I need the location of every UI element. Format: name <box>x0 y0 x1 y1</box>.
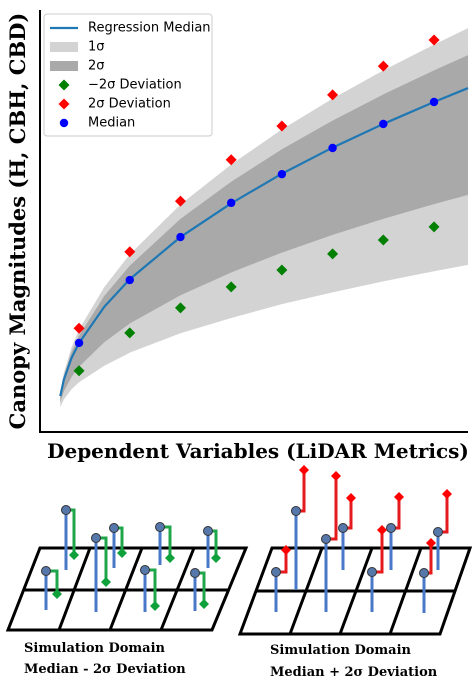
point <box>377 234 389 246</box>
deviation <box>372 530 384 574</box>
deviation-marker <box>69 550 79 560</box>
stick-top <box>155 522 165 532</box>
legend-swatch <box>50 42 78 52</box>
stick-top <box>140 565 150 575</box>
point <box>428 34 440 46</box>
deviation-marker <box>211 553 221 563</box>
point <box>429 97 439 107</box>
legend-label: −2σ Deviation <box>88 78 182 93</box>
legend-label: 1σ <box>88 40 105 55</box>
diagram-title: Simulation Domain <box>24 641 166 656</box>
legend-label: 2σ <box>88 59 105 74</box>
point <box>176 232 185 242</box>
stick-top <box>91 533 101 543</box>
deviation-marker <box>377 525 387 535</box>
deviation <box>296 470 306 513</box>
stick-top <box>291 506 301 516</box>
diagram-title: Simulation Domain <box>270 643 412 658</box>
legend-label: 2σ Deviation <box>88 97 171 112</box>
grid-right <box>237 546 472 636</box>
deviation-marker <box>299 465 309 475</box>
deviation <box>438 494 449 534</box>
legend-box <box>43 13 213 137</box>
point <box>277 169 287 179</box>
diagrams <box>5 465 472 636</box>
stick-top <box>41 566 51 576</box>
point <box>379 119 388 129</box>
deviation-marker <box>281 545 291 555</box>
stick-top <box>61 505 71 515</box>
deviation-marker <box>394 492 404 502</box>
point <box>125 275 134 285</box>
stick-top <box>338 523 348 533</box>
stick-top <box>419 568 429 578</box>
stick-top <box>367 567 377 577</box>
diagram-subtitle: Median + 2σ Deviation <box>270 665 438 678</box>
x-axis-label: Dependent Variables (LiDAR Metrics) <box>47 439 469 463</box>
legend-swatch <box>58 98 70 110</box>
deviation-marker <box>150 601 160 611</box>
stick-top <box>203 526 213 536</box>
legend-swatch <box>50 61 78 71</box>
legend: Regression Median 1σ 2σ −2σ Deviation 2σ Dev… <box>43 13 213 137</box>
point <box>174 195 186 207</box>
point <box>276 264 288 276</box>
point <box>428 221 440 233</box>
stick-top <box>386 523 396 533</box>
points <box>73 34 440 377</box>
legend-label: Median <box>88 116 135 131</box>
deviation-marker <box>346 493 356 503</box>
point <box>73 322 85 334</box>
deviation-marker <box>199 599 209 609</box>
point <box>276 120 288 132</box>
point <box>174 302 186 314</box>
deviation-marker <box>165 553 175 563</box>
stick-top <box>190 568 200 578</box>
stick-top <box>433 527 443 537</box>
band <box>60 55 468 403</box>
point <box>124 327 136 339</box>
deviation-marker <box>331 471 341 481</box>
diagram-subtitle: Median - 2σ Deviation <box>24 662 186 677</box>
point <box>225 154 237 166</box>
point <box>327 89 339 101</box>
legend-swatch <box>58 79 70 91</box>
stick-top <box>109 523 119 533</box>
point <box>328 143 337 153</box>
point <box>377 60 389 72</box>
bands <box>60 28 468 408</box>
stick-top <box>271 567 281 577</box>
point <box>124 246 136 258</box>
deviation-marker <box>426 538 436 548</box>
deviation-marker <box>101 577 111 587</box>
point <box>226 198 236 208</box>
stick-top <box>321 534 331 544</box>
deviation-marker <box>442 489 452 499</box>
deviation-marker <box>117 548 127 558</box>
legend-label: Regression Median <box>88 21 211 36</box>
grid-left <box>5 546 249 632</box>
point <box>74 338 84 348</box>
point <box>327 248 339 260</box>
legend-swatch <box>59 118 69 128</box>
deviation <box>326 476 338 541</box>
deviation-marker <box>52 589 62 599</box>
point <box>73 365 85 377</box>
point <box>225 281 237 293</box>
y-axis-label: Canopy Magnitudes (H, CBH, CBD) <box>5 13 30 430</box>
